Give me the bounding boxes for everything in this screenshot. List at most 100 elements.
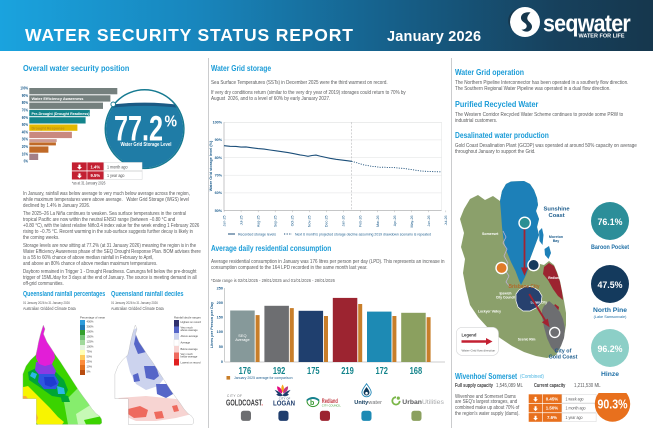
svg-text:LOGAN: LOGAN [273,401,295,408]
svg-text:50%: 50% [22,122,28,127]
svg-text:125%: 125% [87,340,94,344]
svg-text:250: 250 [217,286,223,290]
svg-text:50%: 50% [87,355,93,359]
svg-text:Water Grid storage level (%): Water Grid storage level (%) [209,140,213,191]
svg-text:Recorded storage levels: Recorded storage levels [238,232,276,236]
svg-text:200: 200 [217,301,223,305]
svg-text:1 month ago: 1 month ago [107,164,128,169]
svg-text:WATER FOR LIFE: WATER FOR LIFE [579,34,625,40]
svg-text:UrbanUtilities: UrbanUtilities [402,399,444,406]
svg-text:Scenic Rim: Scenic Rim [518,338,536,342]
svg-text:Hinze: Hinze [601,371,619,378]
svg-text:30%: 30% [22,137,28,142]
svg-text:Logan City: Logan City [531,301,548,305]
svg-text:77.2: 77.2 [114,110,163,149]
svg-text:40%: 40% [22,129,28,134]
svg-text:90%: 90% [215,138,223,142]
svg-text:76.1%: 76.1% [598,217,624,228]
svg-text:Highest on record: Highest on record [181,320,202,324]
svg-text:Baroon Pocket: Baroon Pocket [591,244,630,251]
svg-text:150%: 150% [87,335,94,339]
svg-text:1.50%: 1.50% [546,406,559,411]
svg-text:May-26: May-26 [410,215,414,227]
svg-text:Below average: Below average [181,347,199,351]
svg-text:100: 100 [217,330,223,334]
svg-text:Legend: Legend [462,333,477,338]
svg-text:Redland: Redland [322,398,338,405]
svg-text:1 month ago: 1 month ago [566,406,586,411]
svg-text:47.5%: 47.5% [598,280,624,291]
svg-text:9.5%: 9.5% [91,173,101,178]
svg-text:100%: 100% [87,345,94,349]
svg-text:CITY COUNCIL: CITY COUNCIL [322,404,341,408]
svg-text:200%: 200% [87,330,94,334]
svg-text:Dec-25: Dec-25 [325,216,329,228]
svg-text:219: 219 [341,366,354,377]
svg-text:300%: 300% [87,325,94,329]
svg-text:0.45%: 0.45% [546,396,559,401]
svg-text:400%: 400% [87,320,94,324]
svg-text:176: 176 [239,366,252,377]
svg-text:1.4%: 1.4% [91,164,101,169]
svg-text:1 week ago: 1 week ago [566,396,584,401]
svg-text:Jun-26: Jun-26 [427,216,431,227]
svg-text:Jul-25: Jul-25 [239,216,243,226]
svg-text:Pre-Drought (Drought Readiness: Pre-Drought (Drought Readiness) [32,111,91,116]
svg-text:90.3%: 90.3% [598,397,628,412]
svg-text:75%: 75% [87,350,93,354]
svg-text:100%: 100% [213,121,223,125]
svg-text:10%: 10% [87,365,93,369]
svg-text:80%: 80% [22,100,28,105]
svg-text:50%: 50% [215,209,223,213]
svg-text:%: % [165,113,178,130]
svg-text:0: 0 [221,360,223,364]
svg-text:Redlands: Redlands [548,276,563,280]
svg-text:Next 6 month's projected stora: Next 6 month's projected storage decline… [295,232,431,236]
svg-text:50: 50 [219,345,223,349]
svg-text:60%: 60% [22,115,28,120]
svg-text:(Lake Samsonvale): (Lake Samsonvale) [594,315,627,319]
svg-text:10%: 10% [22,151,28,156]
svg-text:*as at 31 January 2026: *as at 31 January 2026 [72,181,106,187]
svg-text:20%: 20% [22,144,28,149]
svg-text:0%: 0% [24,159,29,164]
svg-text:Water Grid Storage Level: Water Grid Storage Level [121,142,172,148]
svg-text:Drought Response: Drought Response [32,125,66,130]
svg-text:Rainfall decile ranges: Rainfall decile ranges [174,316,201,320]
svg-text:Above average: Above average [181,334,199,338]
svg-text:5%: 5% [87,370,91,374]
svg-text:Apr-26: Apr-26 [393,216,397,227]
svg-text:Nov-25: Nov-25 [308,216,312,228]
svg-text:Somerset: Somerset [482,232,499,236]
svg-text:CITY OF: CITY OF [227,394,242,398]
svg-text:Water Efficiency Awareness: Water Efficiency Awareness [32,96,84,101]
svg-text:Litres per Person per Day: Litres per Person per Day [210,301,214,348]
svg-text:192: 192 [273,366,286,377]
svg-text:172: 172 [375,366,388,377]
svg-text:Jul-26: Jul-26 [444,216,448,226]
svg-text:1 year ago: 1 year ago [107,173,125,178]
svg-text:Jun-25: Jun-25 [222,216,226,227]
svg-text:Unitywater: Unitywater [354,400,382,406]
svg-text:CITY OF: CITY OF [279,396,291,400]
svg-text:60%: 60% [215,191,223,195]
svg-text:Oct-25: Oct-25 [291,216,295,227]
svg-text:Water Grid flow direction: Water Grid flow direction [462,349,496,353]
svg-text:North Pine: North Pine [593,307,627,314]
svg-text:25%: 25% [87,360,93,364]
svg-text:b: b [310,400,314,407]
svg-text:96.2%: 96.2% [598,344,624,355]
svg-text:Mar-26: Mar-26 [376,216,380,227]
svg-text:70%: 70% [22,108,28,113]
svg-text:Jan-26: Jan-26 [342,216,346,227]
svg-text:150: 150 [217,316,223,320]
svg-text:Average: Average [181,341,191,345]
svg-text:90%: 90% [22,93,28,98]
svg-text:Feb-26: Feb-26 [359,216,363,227]
svg-text:175: 175 [307,366,320,377]
svg-text:Sep-25: Sep-25 [274,216,278,228]
